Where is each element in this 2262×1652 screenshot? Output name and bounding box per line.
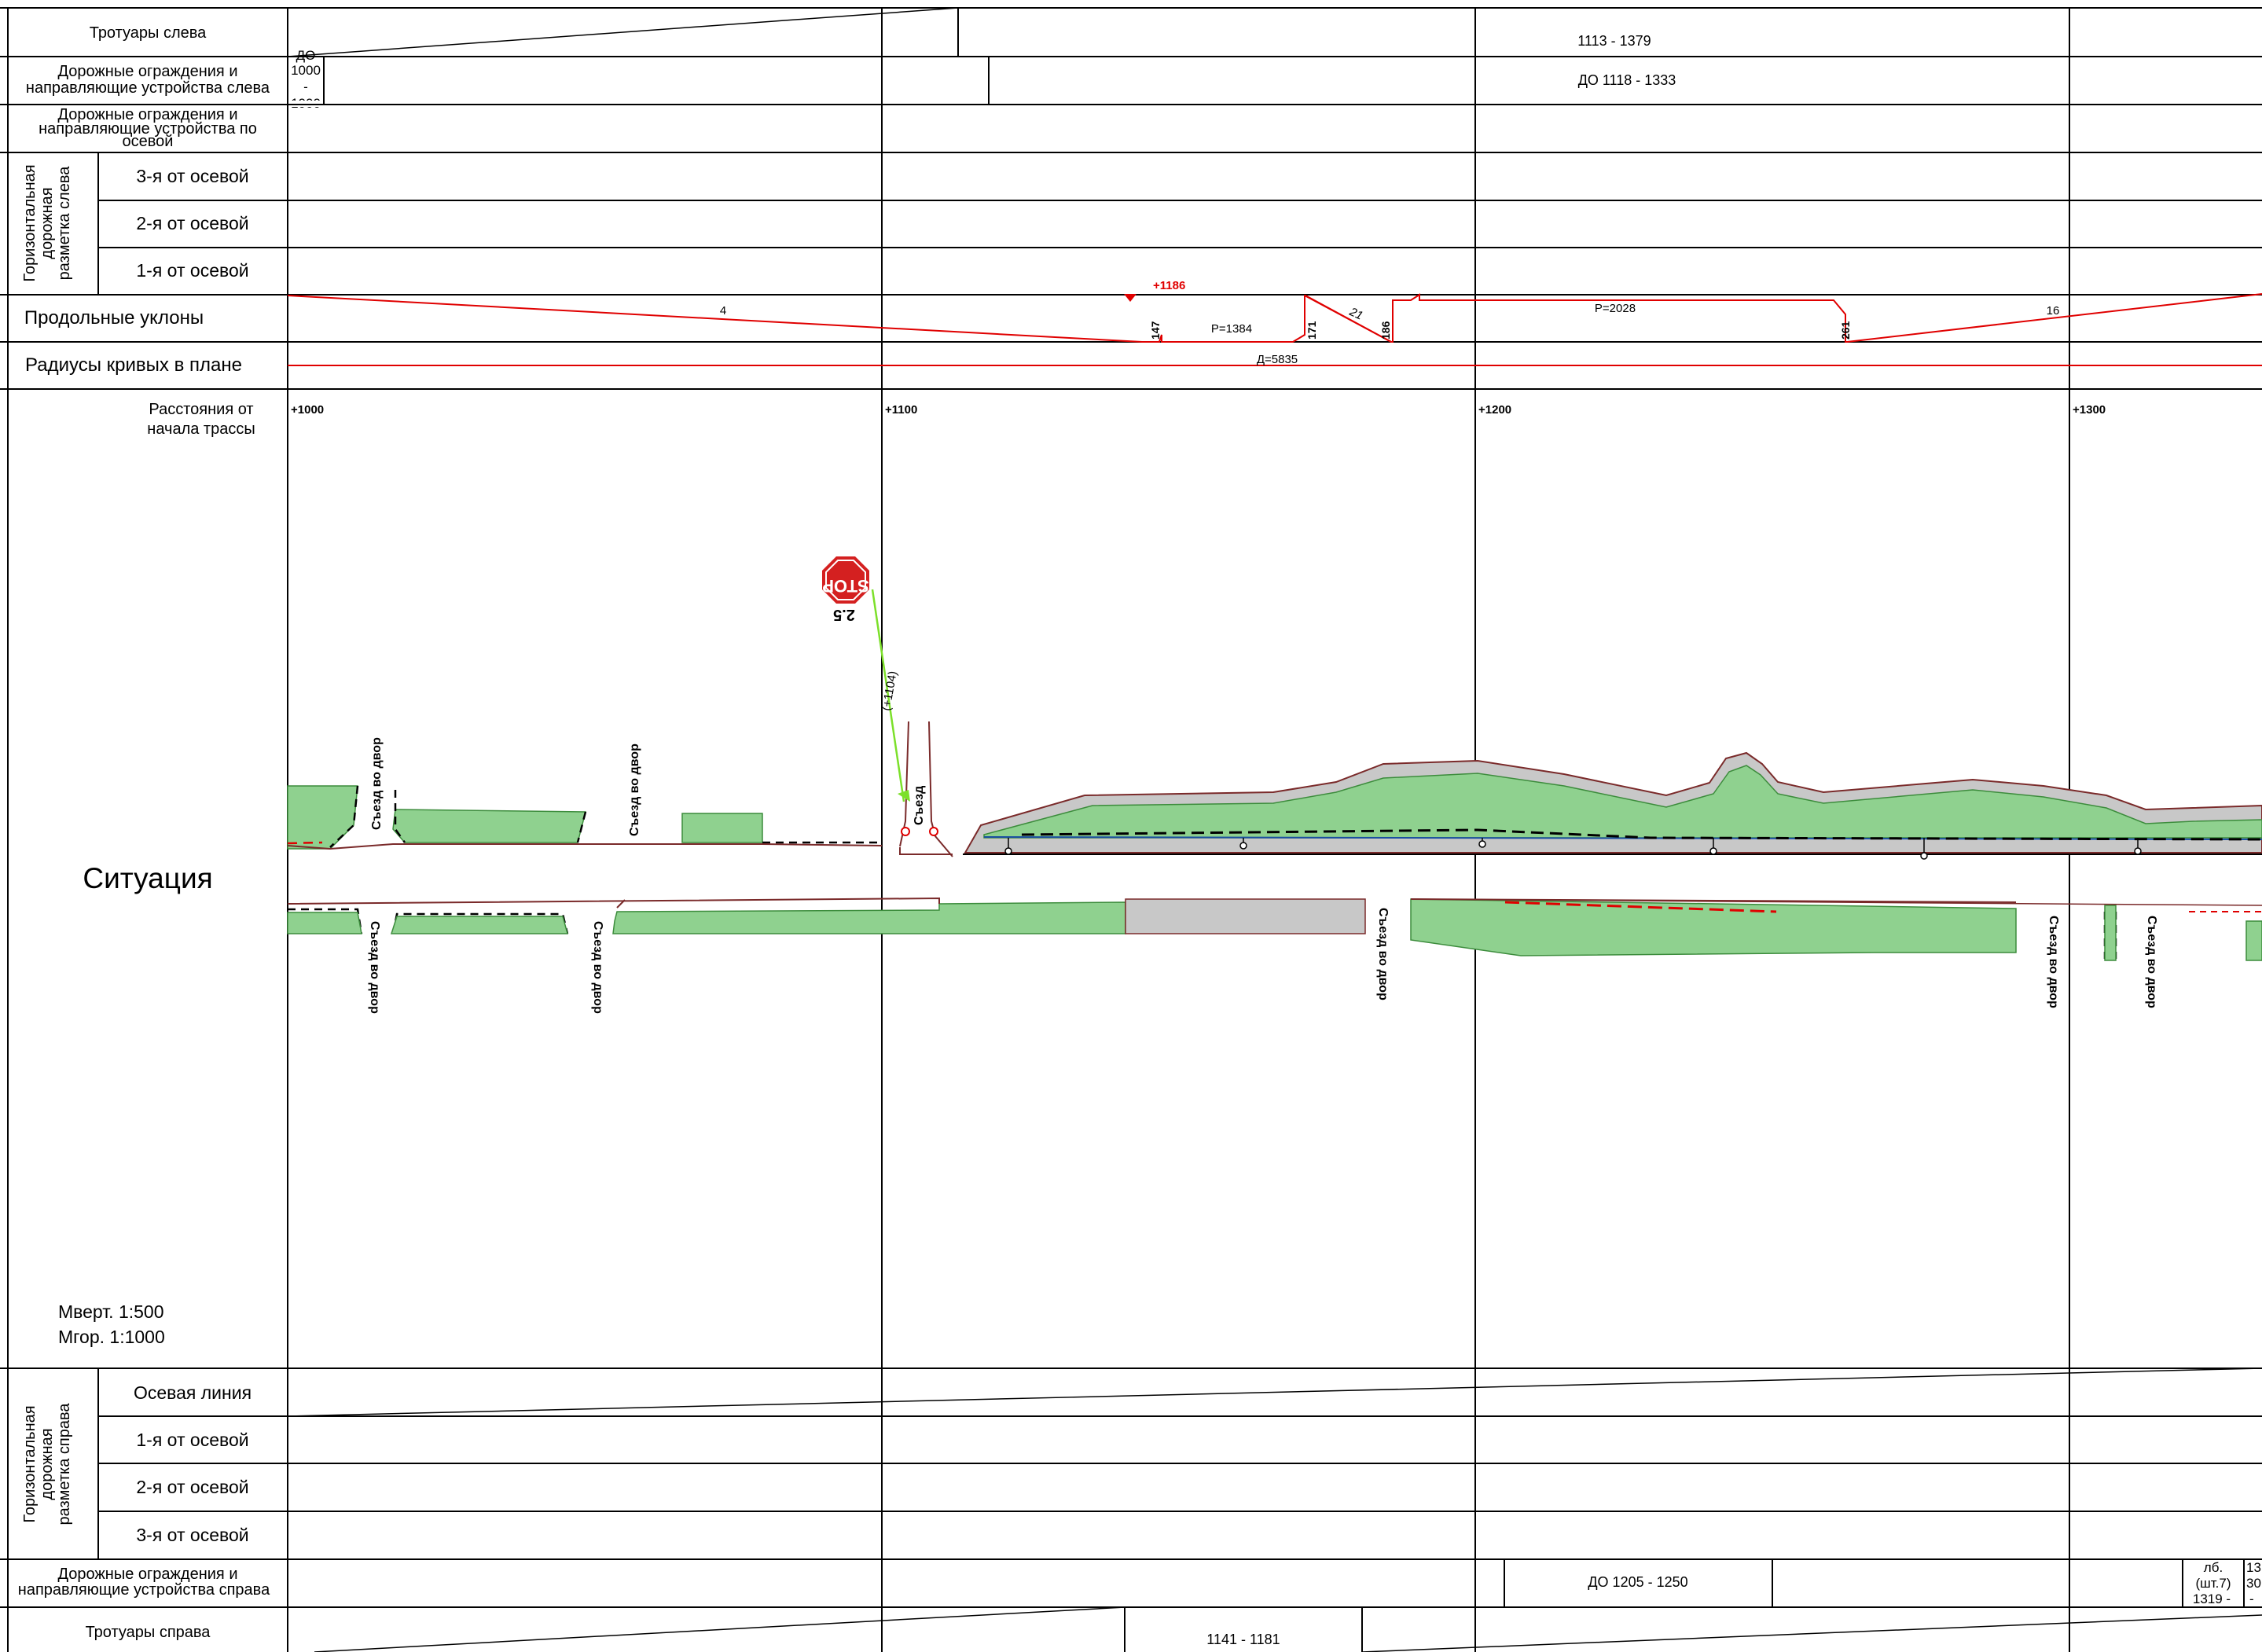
slope-peak-label: +1186 (1153, 279, 1185, 292)
lawn-bottom-2 (390, 916, 568, 934)
lawn-top-3 (681, 813, 763, 843)
lawn-bottom-6 (2245, 920, 2262, 961)
row-label-guardrails-right-2: направляющие устройства справа (18, 1581, 270, 1599)
svg-text:ДО: ДО (296, 48, 316, 63)
scale-horizontal: Мгор. 1:1000 (58, 1327, 165, 1347)
row-label-guardrails-axis-2: направляющие устройства по (39, 120, 257, 138)
entrance-label: Съезд во двор (628, 743, 641, 836)
row-label-marking-right-3: 3-я от осевой (136, 1525, 248, 1545)
row-label-distances-2: начала трассы (147, 420, 255, 438)
lawn-top-2 (392, 809, 586, 843)
sidewalk-left-range: 1113 - 1379 (1577, 33, 1651, 49)
pk-147: 147 (1149, 321, 1162, 340)
svg-text:-: - (2249, 1591, 2254, 1606)
entrance-label: Съезд (913, 786, 926, 825)
row-label-radii: Радиусы кривых в плане (25, 354, 242, 376)
entrance-label: Съезд во двор (2047, 916, 2060, 1008)
entrance-label: Съезд во двор (1376, 908, 1390, 1000)
row-label-marking-right-2: 2-я от осевой (136, 1477, 248, 1497)
guard-right-small-1: лб. (шт.7) 1319 - (2193, 1560, 2231, 1606)
slope-profile (287, 293, 2262, 343)
slope-peak-marker (1124, 294, 1137, 302)
row-label-guardrails-left-1: Дорожные ограждения и (57, 63, 237, 80)
row-label-slopes: Продольные уклоны (24, 307, 204, 329)
guard-right-range: ДО 1205 - 1250 (1588, 1574, 1687, 1590)
row-label-sidewalks-left: Тротуары слева (90, 24, 207, 42)
row-label-distances-1: Расстояния от (149, 401, 253, 418)
pk-261: 261 (1839, 321, 1852, 340)
svg-text:лб.: лб. (2204, 1560, 2223, 1575)
row-label-axis-line: Осевая линия (134, 1382, 252, 1403)
entrance-label: Съезд во двор (368, 921, 381, 1014)
svg-text:1000: 1000 (291, 63, 321, 78)
svg-text:(шт.7): (шт.7) (2195, 1576, 2231, 1591)
lawn-top-long (983, 765, 2262, 839)
lawn-bottom-1 (287, 912, 362, 934)
svg-text:13: 13 (2246, 1560, 2261, 1575)
sidewalk-right-range: 1141 - 1181 (1206, 1632, 1280, 1647)
station-label: +1300 (2073, 403, 2106, 417)
row-label-guardrails-right-1: Дорожные ограждения и (57, 1566, 237, 1583)
guard-right-small-2: 13 30 - (2246, 1560, 2261, 1606)
stop-sign-icon (822, 556, 869, 604)
row-label-guardrails-axis-3: осевой (123, 133, 174, 150)
row-label-marking-left-1: 1-я от осевой (136, 260, 248, 281)
radius-value-1: Р=1384 (1211, 322, 1252, 336)
row-label-sidewalks-right: Тротуары справа (86, 1624, 211, 1641)
station-label: +1100 (885, 403, 917, 417)
scale-vertical: Мверт. 1:500 (58, 1301, 164, 1322)
svg-text:-: - (303, 79, 308, 94)
station-label: +1200 (1478, 403, 1511, 417)
stop-sign-text: STOP (822, 576, 869, 596)
pk-171: 171 (1305, 321, 1318, 340)
guard-left-range: ДО 1118 - 1333 (1578, 72, 1676, 88)
entrance-label: Съезд во двор (2145, 916, 2158, 1008)
plan-curve-label: Д=5835 (1257, 353, 1298, 366)
entrance-labels: Съезд во двор Съезд во двор Съезд Съезд … (368, 737, 2158, 1014)
svg-text:30: 30 (2246, 1576, 2261, 1591)
station-label: +1000 (291, 403, 324, 417)
row-label-guardrails-left-2: направляющие устройства слева (26, 79, 270, 97)
entrance-label: Съезд во двор (591, 921, 604, 1014)
svg-text:1319 -: 1319 - (2193, 1591, 2231, 1606)
row-label-marking-left-3: 3-я от осевой (136, 166, 248, 186)
slope-value-3: 16 (2047, 304, 2060, 318)
guard-left-small: ДО 1000 - 1000 (291, 48, 321, 111)
situation-plan: STOP 2.5 (+1104) (287, 556, 2262, 961)
row-label-situation: Ситуация (83, 862, 212, 894)
radius-value-2: Р=2028 (1595, 302, 1636, 315)
sidewalk-bottom (1125, 898, 1366, 934)
row-label-marking-left-2: 2-я от осевой (136, 213, 248, 233)
row-label-guardrails-axis-1: Дорожные ограждения и (57, 106, 237, 123)
entrance-label: Съезд во двор (370, 737, 384, 830)
row-label-marking-right-group: Горизонтальнаядорожнаяразметка справа (21, 1403, 73, 1525)
lawn-bottom-4 (1410, 898, 2017, 956)
slope-value-1: 4 (720, 304, 726, 318)
slope-value-2: 21 (1346, 305, 1364, 323)
stop-sign-code: 2.5 (833, 606, 855, 623)
row-label-marking-left-group: Горизонтальнаядорожнаяразметка слева (21, 164, 73, 281)
pk-186: 186 (1379, 321, 1392, 340)
row-label-marking-right-1: 1-я от осевой (136, 1430, 248, 1450)
lawn-bottom-5 (2104, 905, 2117, 961)
